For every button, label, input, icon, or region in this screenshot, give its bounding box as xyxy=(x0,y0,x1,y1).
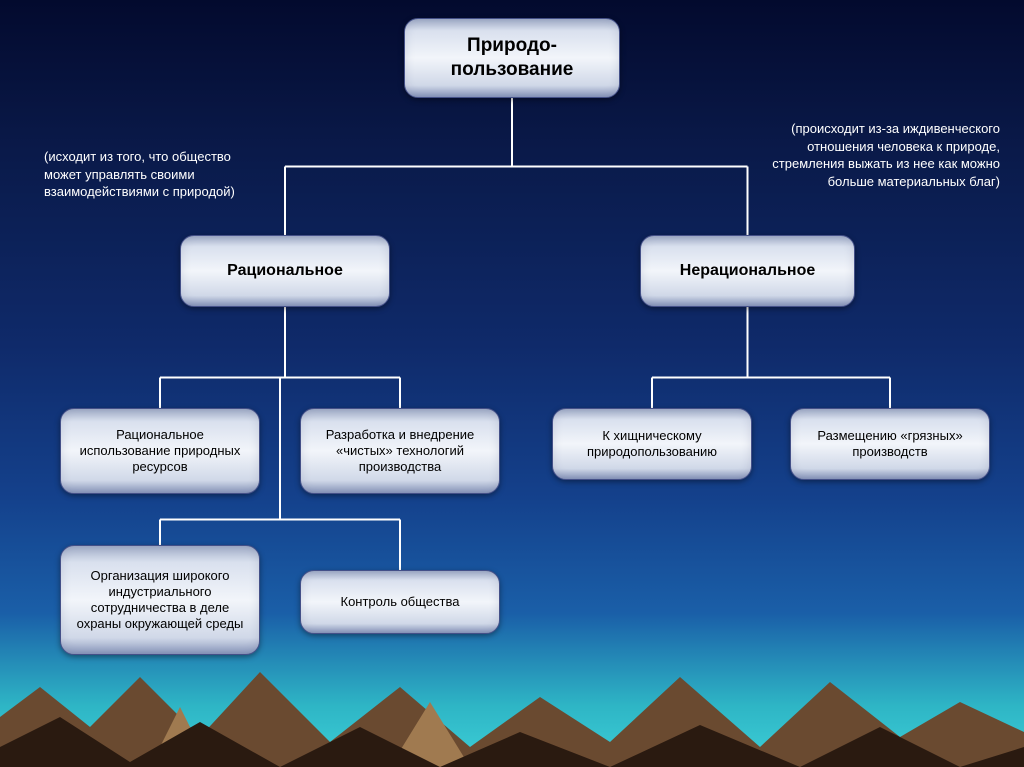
leaf-rational-1: Разработка и внедрение «чистых» технолог… xyxy=(300,408,500,494)
leaf-irrational-0: К хищническому природопользованию xyxy=(552,408,752,480)
branch-irrational: Нерациональное xyxy=(640,235,855,307)
leaf-irrational-1: Размещению «грязных» производств xyxy=(790,408,990,480)
annotation-rational: (исходит из того, что общество может упр… xyxy=(44,148,264,228)
annotation-irrational: (происходит из-за иждивенческого отношен… xyxy=(755,120,1000,230)
leaf-rational-3: Контроль общества xyxy=(300,570,500,634)
branch-rational: Рациональное xyxy=(180,235,390,307)
leaf-rational-2: Организация широкого индустриального сот… xyxy=(60,545,260,655)
root-node: Природо- пользование xyxy=(404,18,620,98)
leaf-rational-0: Рациональное использование природных рес… xyxy=(60,408,260,494)
